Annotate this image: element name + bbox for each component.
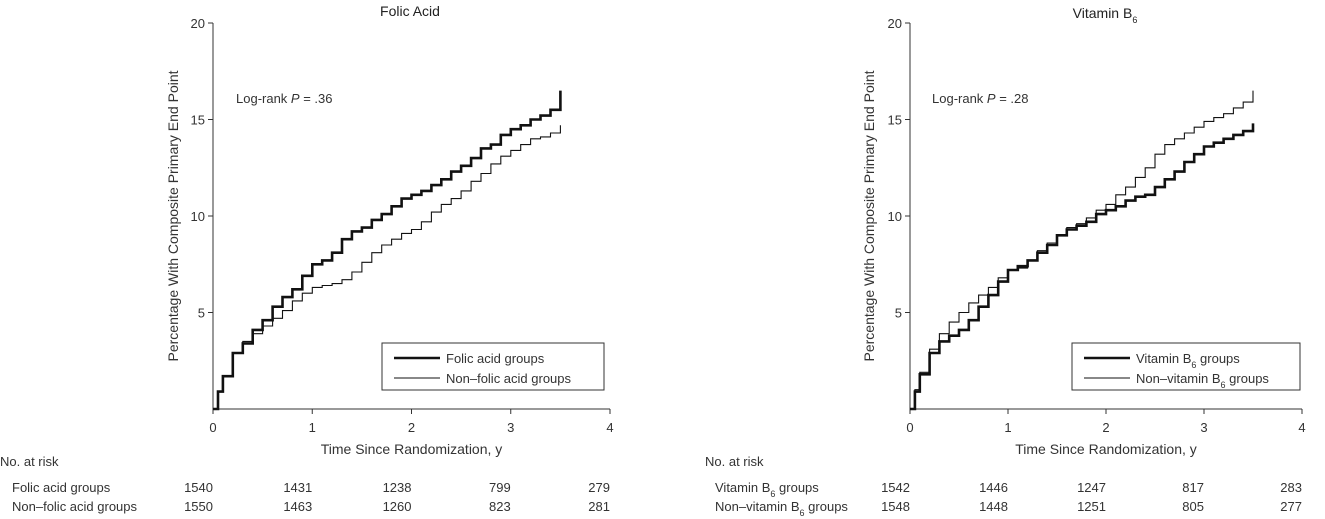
- risk-value: 279: [588, 480, 610, 495]
- chart-panel-1: 0 1 2 3 4 5 10 15 20 Folic Acid Time Since Randomi…: [0, 3, 614, 514]
- risk-table-header: No. at risk: [0, 454, 59, 469]
- risk-table: No. at risk Vitamin B6 groups 1542 1446 1247…: [705, 454, 1302, 518]
- risk-value: 1542: [881, 480, 910, 495]
- log-rank-annotation: Log-rank P = .28: [932, 91, 1028, 106]
- legend-label: Folic acid groups: [446, 351, 545, 366]
- y-tick-label: 10: [191, 209, 205, 224]
- chart-title: Vitamin B6: [1073, 5, 1138, 25]
- risk-value: 1540: [184, 480, 213, 495]
- risk-value: 1550: [184, 499, 213, 514]
- risk-value: 1548: [881, 499, 910, 514]
- risk-value: 817: [1182, 480, 1204, 495]
- x-tick-label: 3: [1200, 420, 1207, 435]
- risk-value: 1260: [383, 499, 412, 514]
- risk-value: 823: [489, 499, 511, 514]
- legend-label: Vitamin B6 groups: [1136, 351, 1240, 370]
- risk-table: No. at risk Folic acid groups 1540 1431 1238…: [0, 454, 610, 514]
- chart-title: Folic Acid: [380, 3, 440, 19]
- y-tick-label: 15: [888, 113, 902, 128]
- risk-value: 1448: [979, 499, 1008, 514]
- risk-value: 277: [1280, 499, 1302, 514]
- y-tick-label: 20: [191, 16, 205, 31]
- risk-value: 1251: [1077, 499, 1106, 514]
- risk-table-header: No. at risk: [705, 454, 764, 469]
- x-axis-label: Time Since Randomization, y: [321, 441, 503, 457]
- risk-value: 805: [1182, 499, 1204, 514]
- series-line-2: [213, 125, 561, 410]
- x-tick-label: 2: [1102, 420, 1109, 435]
- risk-value: 1463: [283, 499, 312, 514]
- legend-label: Non–folic acid groups: [446, 371, 572, 386]
- risk-value: 1431: [283, 480, 312, 495]
- series-line-1: [213, 90, 562, 411]
- legend-box: [1071, 342, 1301, 391]
- y-axis-label: Percentage With Composite Primary End Po…: [165, 70, 181, 361]
- x-tick-label: 0: [906, 420, 913, 435]
- risk-value: 1446: [979, 480, 1008, 495]
- chart-panel-2: 0 1 2 3 4 5 10 15 20 Vitamin B6 Time Since Randomi…: [705, 5, 1306, 518]
- x-tick-label: 1: [309, 420, 316, 435]
- risk-value: 283: [1280, 480, 1302, 495]
- log-rank-annotation: Log-rank P = .36: [236, 91, 332, 106]
- x-tick-label: 0: [209, 420, 216, 435]
- y-tick-label: 5: [895, 306, 902, 321]
- risk-row-label: Folic acid groups: [12, 480, 111, 495]
- risk-value: 281: [588, 499, 610, 514]
- risk-row-label: Vitamin B6 groups: [715, 480, 819, 499]
- legend-label: Non–vitamin B6 groups: [1136, 371, 1269, 390]
- legend: Folic acid groups Non–folic acid groups: [381, 342, 605, 391]
- x-tick-label: 1: [1004, 420, 1011, 435]
- risk-value: 799: [489, 480, 511, 495]
- x-axis-label: Time Since Randomization, y: [1015, 441, 1197, 457]
- series-line-2: [910, 90, 1254, 410]
- legend-box: [381, 342, 605, 391]
- x-tick-label: 4: [606, 420, 613, 435]
- x-tick-label: 4: [1298, 420, 1305, 435]
- y-tick-label: 20: [888, 16, 902, 31]
- y-tick-label: 5: [198, 306, 205, 321]
- x-tick-label: 3: [507, 420, 514, 435]
- risk-row-label: Non–folic acid groups: [12, 499, 138, 514]
- y-axis-label: Percentage With Composite Primary End Po…: [861, 70, 877, 361]
- risk-value: 1238: [383, 480, 412, 495]
- y-tick-label: 10: [888, 209, 902, 224]
- risk-row-label: Non–vitamin B6 groups: [715, 499, 848, 518]
- risk-value: 1247: [1077, 480, 1106, 495]
- x-tick-label: 2: [408, 420, 415, 435]
- y-tick-label: 15: [191, 113, 205, 128]
